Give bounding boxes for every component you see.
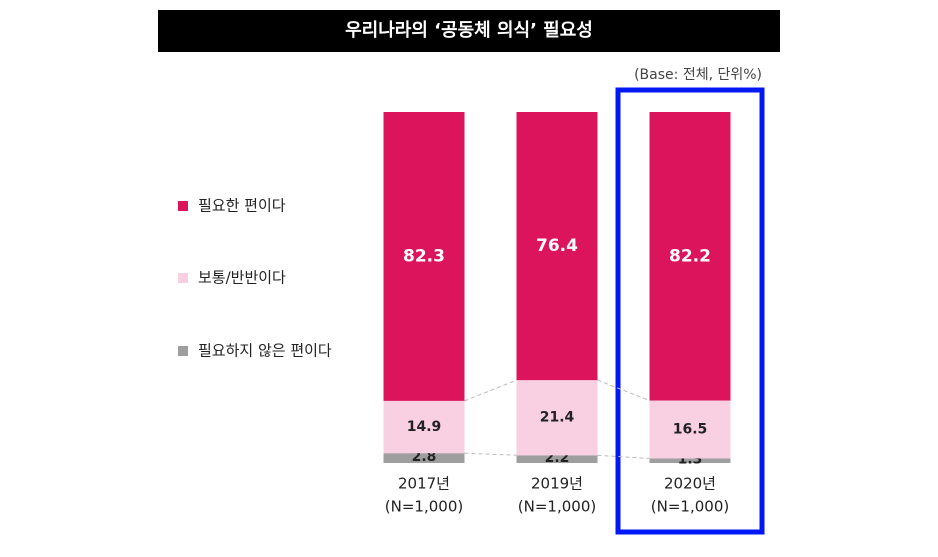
connector xyxy=(464,379,517,402)
value-label: 76.4 xyxy=(536,236,578,256)
bar-segment xyxy=(383,453,465,463)
note: (Base: 전체, 단위%) xyxy=(634,67,762,83)
value-label: 82.3 xyxy=(403,246,445,266)
legend-swatch xyxy=(178,273,188,283)
x-tick-sublabel: (N=1,000) xyxy=(518,498,596,516)
legend-label: 보통/반반이다 xyxy=(198,269,286,287)
bar-segment xyxy=(649,112,731,401)
bar-segment xyxy=(383,400,465,454)
x-tick-label: 2020년 xyxy=(664,475,716,493)
value-label: 14.9 xyxy=(407,419,442,435)
value-label: 82.2 xyxy=(669,246,711,266)
highlight-box xyxy=(615,87,765,535)
bar-segment xyxy=(649,400,731,459)
value-label: 21.4 xyxy=(540,410,575,426)
connector xyxy=(597,454,650,459)
legend-label: 필요한 편이다 xyxy=(198,197,286,215)
legend-swatch xyxy=(178,346,188,356)
bar-segment xyxy=(383,112,465,401)
bar-segment xyxy=(516,380,598,456)
bar-segment xyxy=(516,455,598,463)
x-tick-sublabel: (N=1,000) xyxy=(651,498,729,516)
x-tick-label: 2019년 xyxy=(531,475,583,493)
legend-label: 필요하지 않은 편이다 xyxy=(198,342,332,360)
chart-title: 우리나라의 ‘공동체 의식’ 필요성 xyxy=(345,20,593,41)
title-bar xyxy=(158,10,780,52)
bar-segment xyxy=(649,458,731,463)
bar-segment xyxy=(516,112,598,381)
x-tick-label: 2017년 xyxy=(398,475,450,493)
x-tick-sublabel: (N=1,000) xyxy=(385,498,463,516)
connector xyxy=(464,452,517,456)
legend-swatch xyxy=(178,201,188,211)
value-label: 16.5 xyxy=(673,421,708,437)
connector xyxy=(597,379,650,401)
